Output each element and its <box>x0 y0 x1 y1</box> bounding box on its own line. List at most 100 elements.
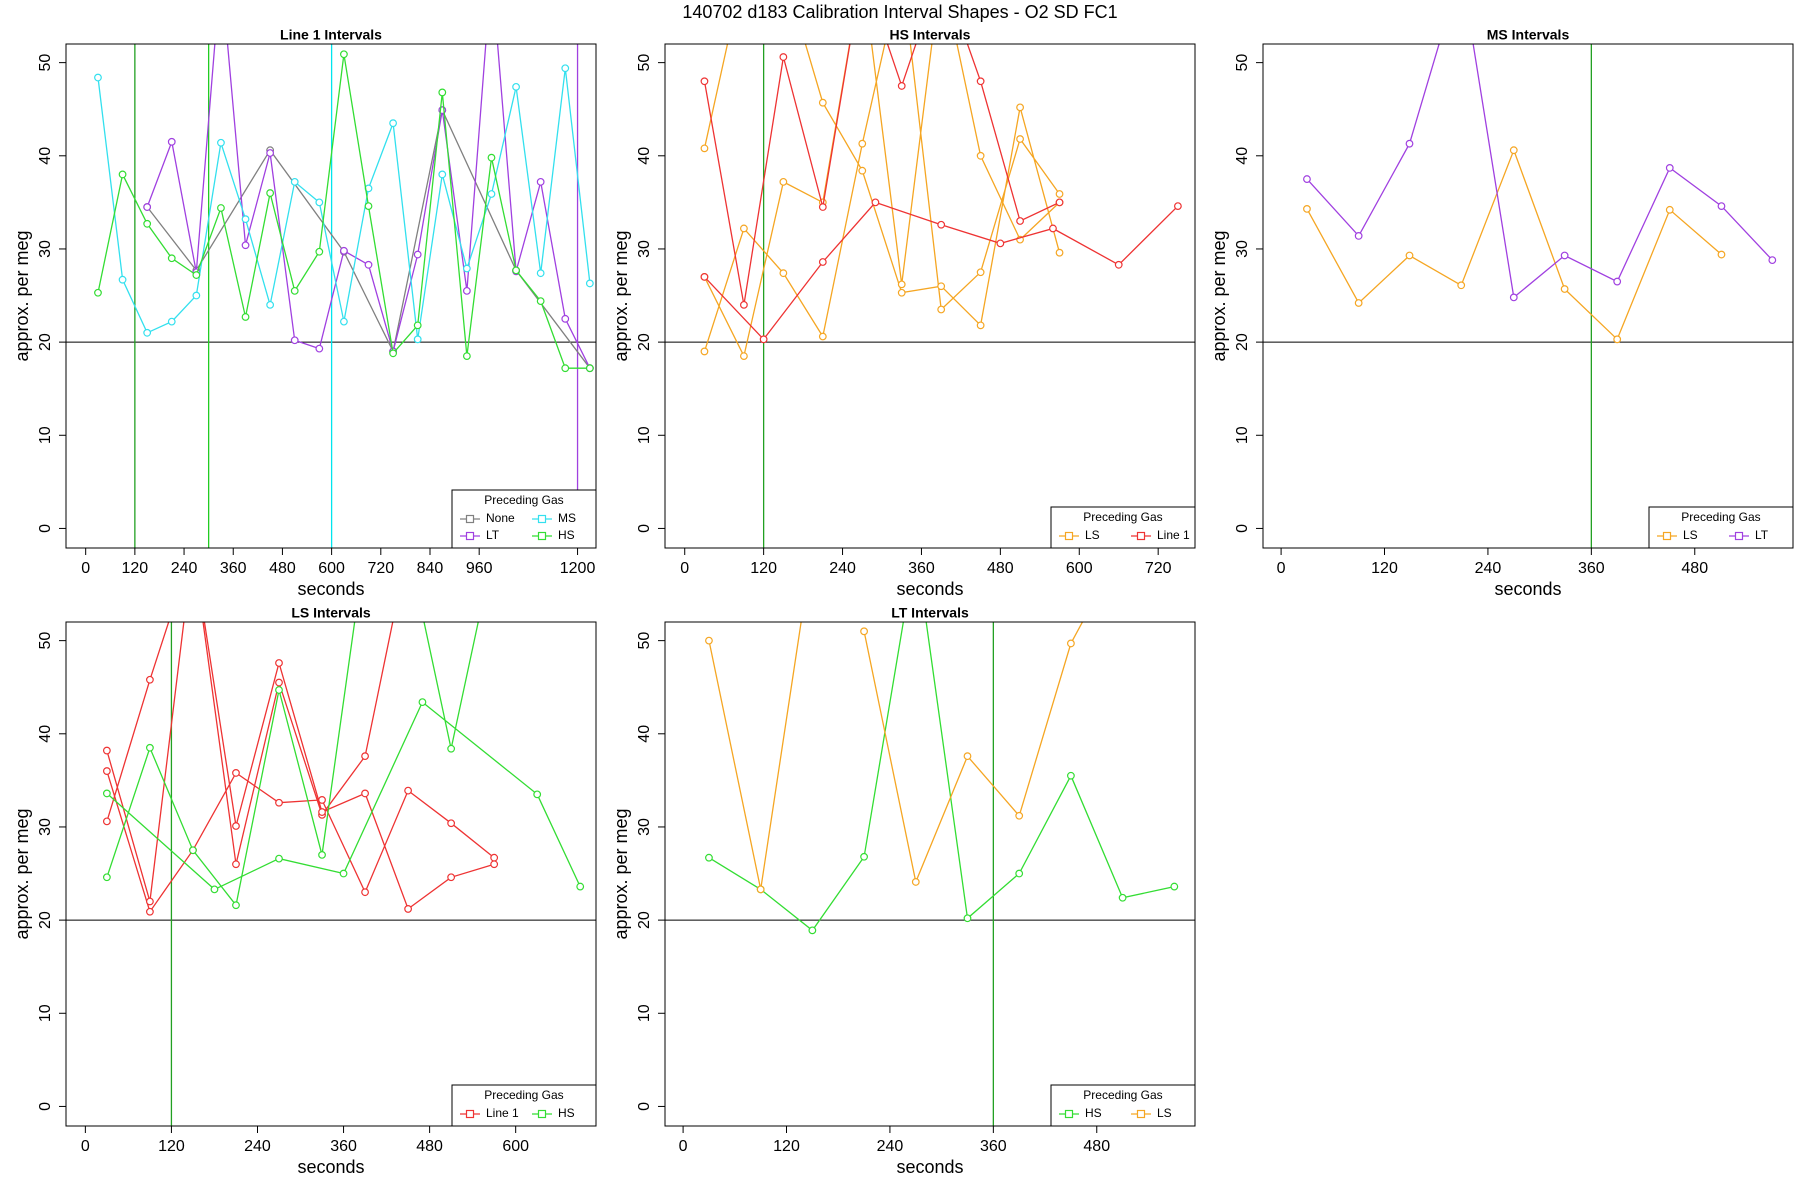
data-point <box>266 189 275 197</box>
data-point <box>241 241 250 250</box>
y-tick-label: 10 <box>636 426 653 444</box>
legend-label: None <box>486 511 515 525</box>
legend-label: LT <box>486 528 500 542</box>
x-axis-label: seconds <box>896 1157 963 1177</box>
data-point <box>118 170 127 179</box>
data-point <box>232 822 240 830</box>
data-point <box>315 344 324 353</box>
data-point <box>210 885 219 894</box>
data-point <box>232 769 240 777</box>
data-point <box>418 698 427 707</box>
data-point <box>487 190 496 198</box>
data-point <box>490 860 499 869</box>
data-point <box>102 817 111 826</box>
data-point <box>860 852 868 861</box>
data-point <box>1354 232 1363 240</box>
y-tick-label: 20 <box>636 911 653 929</box>
x-tick-label: 360 <box>980 1138 1007 1155</box>
data-point <box>809 544 816 551</box>
x-tick-label: 360 <box>330 1138 357 1155</box>
data-point <box>275 798 283 807</box>
series-line <box>106 622 581 907</box>
x-axis-label: seconds <box>896 579 963 599</box>
data-point <box>318 851 326 859</box>
x-tick-label: 240 <box>171 560 198 577</box>
data-point <box>241 313 250 321</box>
data-point <box>405 544 412 551</box>
legend-label: MS <box>558 511 576 525</box>
y-tick-label: 40 <box>37 147 54 165</box>
data-point <box>190 544 197 551</box>
data-point <box>1016 135 1024 143</box>
data-point <box>1170 882 1179 891</box>
data-point <box>536 297 545 306</box>
series-line <box>708 622 1084 890</box>
data-point <box>102 789 111 798</box>
y-tick-label: 50 <box>37 54 54 72</box>
data-point <box>976 268 985 277</box>
y-tick-label: 50 <box>37 632 54 650</box>
data-point <box>897 288 906 297</box>
x-axis-label: seconds <box>1494 579 1561 599</box>
y-tick-label: 20 <box>636 333 653 351</box>
data-point <box>808 926 817 935</box>
legend-swatch-marker <box>1136 1109 1146 1119</box>
plot-layer <box>665 44 1195 548</box>
y-tick-label: 50 <box>636 632 653 650</box>
y-axis-label: approx. per meg <box>12 230 32 361</box>
data-point <box>438 170 447 179</box>
series-line <box>703 44 1061 359</box>
data-point <box>1665 205 1674 214</box>
data-point <box>94 73 102 82</box>
legend-label: HS <box>1085 1106 1102 1120</box>
data-point <box>462 352 471 360</box>
data-point <box>858 166 867 175</box>
data-point <box>405 544 412 551</box>
data-point <box>561 314 570 323</box>
data-point <box>576 882 585 891</box>
y-axis-label: approx. per meg <box>611 808 631 939</box>
data-point <box>362 544 369 551</box>
data-point <box>404 905 412 913</box>
data-point <box>275 678 283 687</box>
data-point <box>462 264 471 273</box>
y-tick-label: 30 <box>37 240 54 258</box>
data-point <box>143 203 152 211</box>
y-tick-label: 40 <box>37 725 54 743</box>
data-point <box>189 846 197 855</box>
x-tick-label: 0 <box>81 1138 90 1155</box>
data-point <box>102 767 111 775</box>
legend-swatch-marker <box>465 514 475 524</box>
legend-label: LS <box>1157 1106 1172 1120</box>
data-point <box>192 271 201 279</box>
x-tick-label: 480 <box>1083 1138 1110 1155</box>
data-point <box>290 336 299 345</box>
data-point <box>1717 202 1726 210</box>
data-point <box>290 177 299 186</box>
x-tick-label: 120 <box>158 1138 185 1155</box>
data-point <box>536 177 545 186</box>
x-tick-label: 120 <box>122 560 149 577</box>
data-point <box>1560 285 1569 293</box>
plot-layer <box>66 44 596 548</box>
data-point <box>318 796 326 804</box>
data-point <box>167 317 176 326</box>
data-point <box>102 746 111 755</box>
x-tick-label: 120 <box>750 560 777 577</box>
data-point <box>364 202 373 210</box>
panel-title: MS Intervals <box>1487 27 1570 43</box>
data-point <box>1055 190 1064 198</box>
legend-box <box>1648 506 1794 549</box>
x-tick-label: 840 <box>417 560 444 577</box>
x-tick-label: 480 <box>269 560 296 577</box>
figure-title: 140702 d183 Calibration Interval Shapes … <box>682 2 1117 22</box>
y-tick-label: 20 <box>37 333 54 351</box>
series-line <box>1306 44 1773 299</box>
data-point <box>740 224 748 233</box>
data-point <box>1067 639 1075 648</box>
data-point <box>1015 811 1024 820</box>
data-point <box>167 137 176 146</box>
data-point <box>364 260 373 269</box>
data-point <box>912 544 919 551</box>
legend-swatch-marker <box>1136 531 1146 541</box>
